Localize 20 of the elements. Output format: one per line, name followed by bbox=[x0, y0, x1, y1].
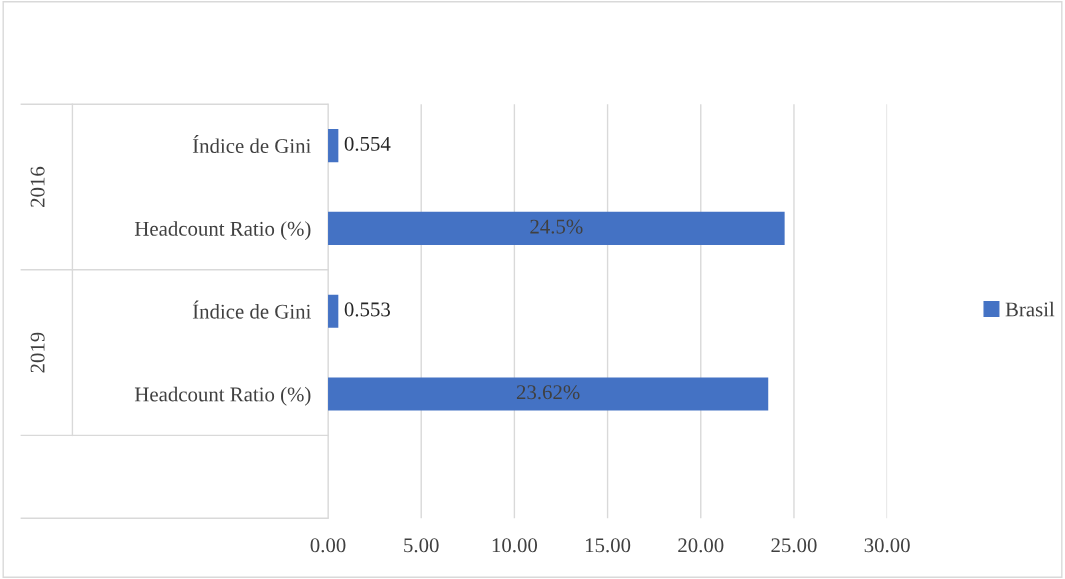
data-label: 24.5% bbox=[530, 219, 583, 234]
y-tick-label: Headcount Ratio (%) bbox=[134, 221, 311, 241]
y-tick-label: Índice de Gini bbox=[192, 135, 311, 154]
text: 2019 bbox=[30, 332, 45, 373]
x-tick-label: 25.00 bbox=[771, 538, 817, 553]
bar bbox=[328, 377, 769, 411]
y-tick-label: Headcount Ratio (%) bbox=[134, 386, 311, 406]
y-tick-label: Índice de Gini bbox=[192, 300, 311, 319]
legend-label: Brasil bbox=[1005, 301, 1055, 317]
x-tick-label: 20.00 bbox=[678, 538, 724, 553]
x-tick-label: 15.00 bbox=[585, 538, 631, 553]
x-tick-label: 5.00 bbox=[404, 538, 439, 553]
x-tick-label: 10.00 bbox=[492, 538, 538, 553]
bar bbox=[328, 211, 785, 245]
text: 2016 bbox=[30, 166, 45, 207]
data-label: 23.62% bbox=[516, 385, 580, 400]
x-tick-label: 0.00 bbox=[310, 538, 346, 553]
x-tick-label: 30.00 bbox=[864, 538, 910, 553]
data-label: 0.553 bbox=[344, 302, 390, 317]
data-label: 0.554 bbox=[344, 136, 391, 151]
